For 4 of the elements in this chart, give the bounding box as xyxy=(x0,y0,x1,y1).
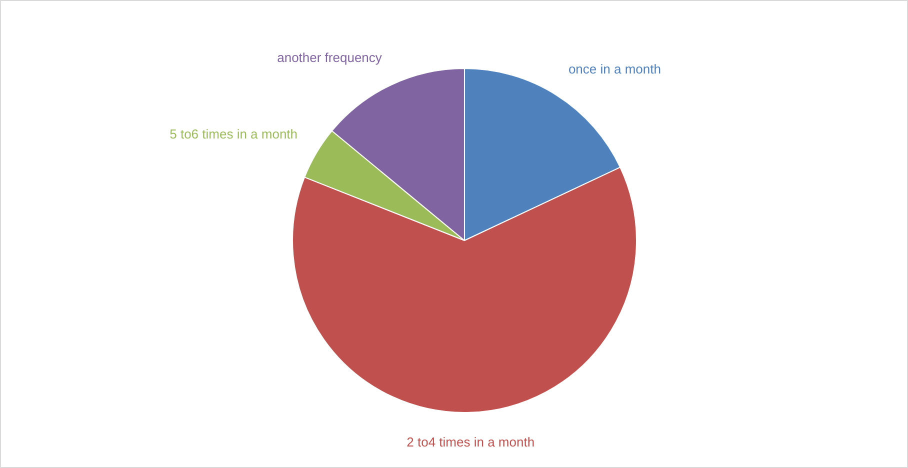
slice-label: another frequency xyxy=(277,50,382,65)
slice-label: 5 to6 times in a month xyxy=(170,126,298,142)
slice-label: once in a month xyxy=(568,62,661,77)
slice-label: 2 to4 times in a month xyxy=(406,434,535,450)
